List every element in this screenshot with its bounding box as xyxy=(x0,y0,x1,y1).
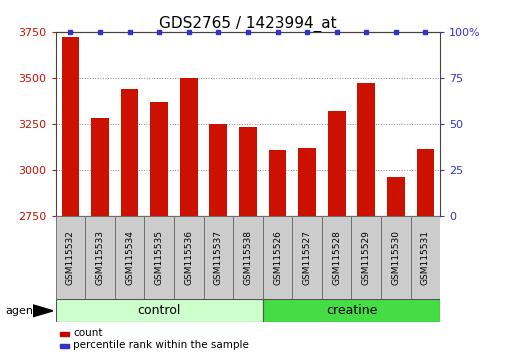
Text: GSM115533: GSM115533 xyxy=(95,230,105,285)
Title: GDS2765 / 1423994_at: GDS2765 / 1423994_at xyxy=(159,16,336,32)
FancyBboxPatch shape xyxy=(262,216,292,299)
Text: GSM115534: GSM115534 xyxy=(125,230,134,285)
FancyBboxPatch shape xyxy=(115,216,144,299)
Text: GSM115536: GSM115536 xyxy=(184,230,193,285)
Bar xyxy=(268,150,286,216)
Bar xyxy=(62,38,79,216)
Text: GSM115528: GSM115528 xyxy=(331,230,340,285)
Text: GSM115537: GSM115537 xyxy=(214,230,222,285)
Bar xyxy=(238,127,257,216)
Text: control: control xyxy=(137,304,180,317)
Text: creatine: creatine xyxy=(325,304,376,317)
Text: GSM115526: GSM115526 xyxy=(273,230,281,285)
Bar xyxy=(297,148,315,216)
FancyBboxPatch shape xyxy=(85,216,115,299)
Bar xyxy=(60,343,69,348)
Bar xyxy=(357,84,374,216)
Text: GSM115532: GSM115532 xyxy=(66,230,75,285)
Bar xyxy=(150,102,168,216)
Text: agent: agent xyxy=(5,306,37,316)
FancyBboxPatch shape xyxy=(262,299,439,322)
FancyBboxPatch shape xyxy=(410,216,439,299)
Bar xyxy=(386,177,404,216)
Text: percentile rank within the sample: percentile rank within the sample xyxy=(73,341,248,350)
FancyBboxPatch shape xyxy=(174,216,203,299)
Text: GSM115530: GSM115530 xyxy=(390,230,399,285)
Bar xyxy=(327,111,345,216)
FancyBboxPatch shape xyxy=(292,216,321,299)
FancyBboxPatch shape xyxy=(321,216,351,299)
FancyBboxPatch shape xyxy=(56,299,262,322)
FancyBboxPatch shape xyxy=(380,216,410,299)
FancyBboxPatch shape xyxy=(144,216,174,299)
FancyBboxPatch shape xyxy=(203,216,233,299)
Text: GSM115531: GSM115531 xyxy=(420,230,429,285)
Polygon shape xyxy=(33,305,53,317)
Bar xyxy=(180,78,197,216)
Bar xyxy=(121,89,138,216)
Bar xyxy=(60,332,69,336)
Bar xyxy=(209,124,227,216)
Text: GSM115535: GSM115535 xyxy=(155,230,164,285)
FancyBboxPatch shape xyxy=(351,216,380,299)
FancyBboxPatch shape xyxy=(56,216,85,299)
Bar xyxy=(91,118,109,216)
Text: GSM115527: GSM115527 xyxy=(302,230,311,285)
Text: GSM115538: GSM115538 xyxy=(243,230,252,285)
Text: count: count xyxy=(73,329,103,338)
Text: GSM115529: GSM115529 xyxy=(361,230,370,285)
Bar xyxy=(416,149,433,216)
FancyBboxPatch shape xyxy=(233,216,262,299)
